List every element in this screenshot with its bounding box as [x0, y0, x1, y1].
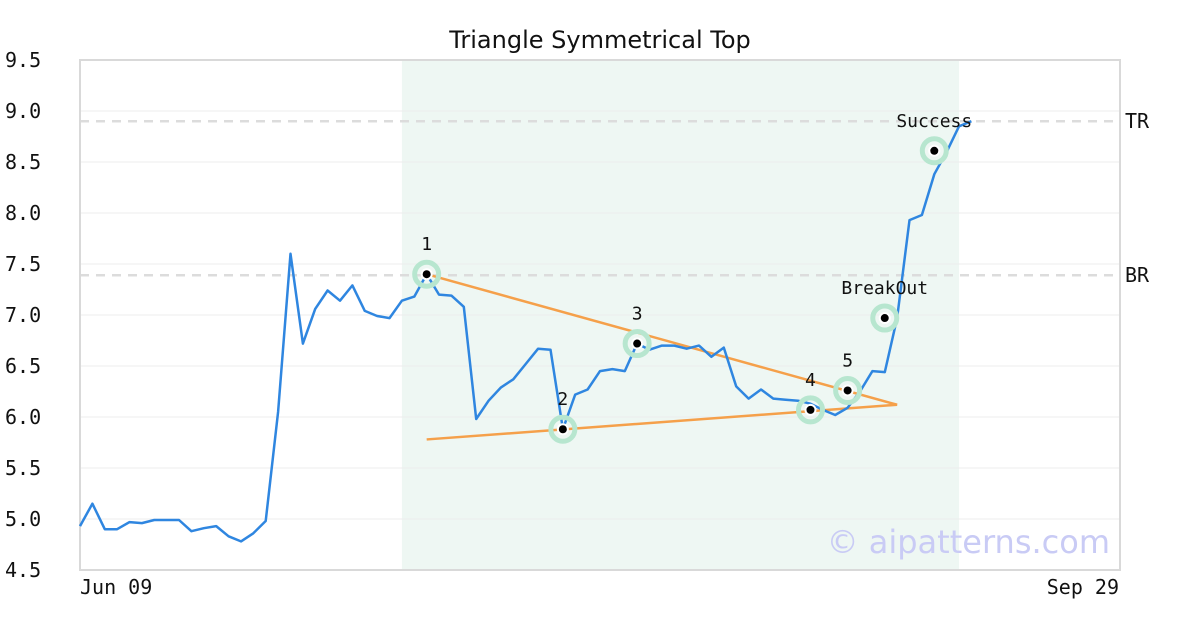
x-tick-label: Sep 29 — [1047, 575, 1119, 599]
watermark: © aipatterns.com — [827, 523, 1110, 561]
upper-trendline — [426, 272, 898, 406]
point-label-5: 5 — [842, 350, 853, 371]
y-tick-label: 8.5 — [5, 150, 41, 174]
x-axis: Jun 09 Sep 29 — [80, 575, 1119, 599]
point-halo-4 — [795, 395, 825, 425]
lower-trendline — [426, 403, 898, 441]
point-label-2: 2 — [557, 389, 568, 410]
level-layer: TR BR — [80, 109, 1150, 287]
y-tick-label: 9.0 — [5, 99, 41, 123]
plot-frame — [79, 59, 1121, 571]
y-tick-label: 5.0 — [5, 507, 41, 531]
point-marker-breakout — [880, 314, 889, 323]
pattern-points-layer: 1 2 3 4 5 BreakOut Success — [412, 111, 972, 444]
point-label-3: 3 — [632, 304, 643, 325]
point-marker-4 — [806, 405, 815, 414]
y-tick-label: 6.5 — [5, 354, 41, 378]
point-halo-2 — [548, 414, 578, 444]
y-tick-label: 8.0 — [5, 201, 41, 225]
point-marker-2 — [558, 425, 567, 434]
y-axis: 4.5 5.0 5.5 6.0 6.5 7.0 7.5 8.0 8.5 9.0 9.5 — [5, 48, 41, 582]
point-halo-3 — [622, 329, 652, 359]
trendline-layer — [426, 272, 898, 441]
point-halo-breakout — [870, 303, 900, 333]
point-label-4: 4 — [805, 370, 816, 391]
point-label-breakout: BreakOut — [841, 278, 928, 299]
point-halo-success — [919, 136, 949, 166]
point-marker-success — [930, 146, 939, 155]
point-marker-5 — [843, 386, 852, 395]
point-label-1: 1 — [421, 234, 432, 255]
y-tick-label: 9.5 — [5, 48, 41, 72]
x-tick-label: Jun 09 — [80, 575, 152, 599]
point-label-success: Success — [896, 111, 972, 132]
point-halo-1 — [412, 259, 442, 289]
chart-title: Triangle Symmetrical Top — [448, 26, 751, 54]
y-tick-label: 4.5 — [5, 558, 41, 582]
y-tick-label: 7.0 — [5, 303, 41, 327]
point-marker-3 — [633, 339, 642, 348]
level-label-br: BR — [1125, 263, 1150, 287]
point-halo-5 — [833, 375, 863, 405]
y-tick-label: 6.0 — [5, 405, 41, 429]
point-marker-1 — [422, 270, 431, 279]
y-tick-label: 7.5 — [5, 252, 41, 276]
grid-layer — [80, 110, 1120, 520]
y-tick-label: 5.5 — [5, 456, 41, 480]
level-label-tr: TR — [1125, 109, 1150, 133]
